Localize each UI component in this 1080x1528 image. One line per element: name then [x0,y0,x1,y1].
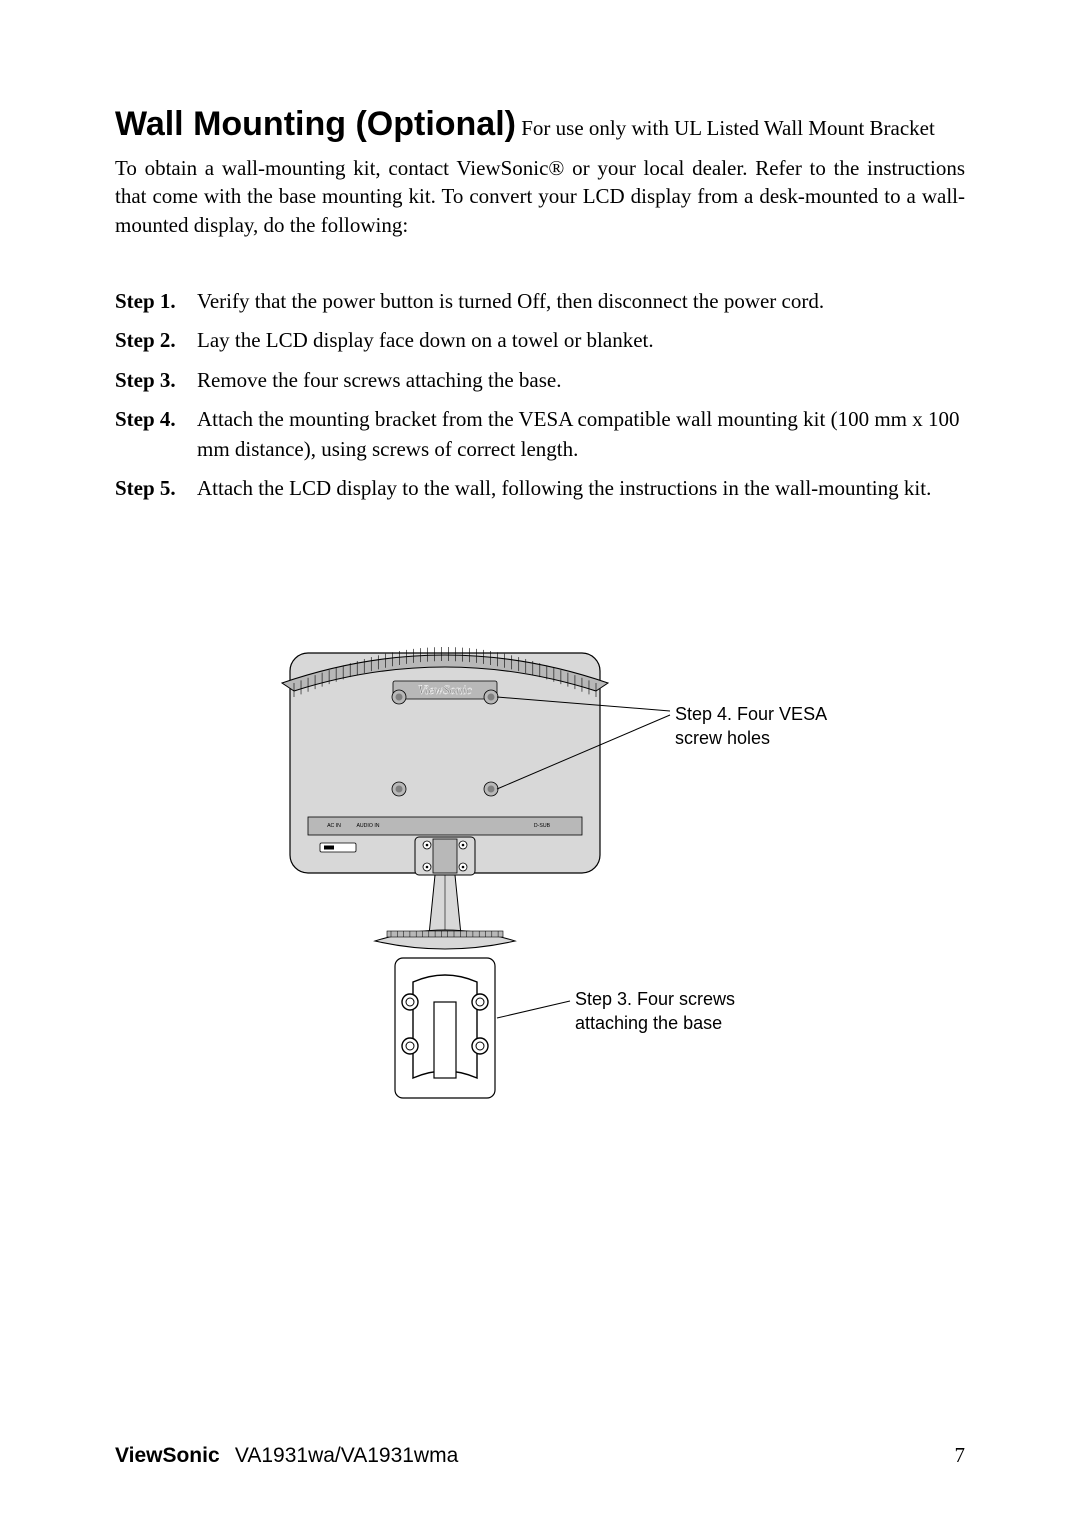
step-label: Step 4. [115,405,197,464]
step-item: Step 2. Lay the LCD display face down on… [115,326,965,355]
monitor-diagram-svg: ViewSonic AC IN AUDIO IN D-SUB [115,603,965,1143]
step-text: Verify that the power button is turned O… [197,287,965,316]
footer-model: VA1931wa/VA1931wma [235,1444,458,1467]
title-suffix: For use only with UL Listed Wall Mount B… [516,116,935,140]
step-item: Step 5. Attach the LCD display to the wa… [115,474,965,503]
step-item: Step 4. Attach the mounting bracket from… [115,405,965,464]
callout-line2: screw holes [675,728,770,748]
svg-text:AUDIO IN: AUDIO IN [356,823,379,829]
svg-text:D-SUB: D-SUB [534,823,551,829]
step-label: Step 1. [115,287,197,316]
callout-line1: Step 4. Four VESA [675,704,827,724]
diagram: ViewSonic AC IN AUDIO IN D-SUB Step 4. Four… [115,603,965,1143]
footer-left: ViewSonic VA1931wa/VA1931wma [115,1443,458,1468]
footer-page-number: 7 [955,1443,966,1468]
step-item: Step 3. Remove the four screws attaching… [115,366,965,395]
callout-line1: Step 3. Four screws [575,989,735,1009]
callout-line2: attaching the base [575,1013,722,1033]
step-text: Lay the LCD display face down on a towel… [197,326,965,355]
svg-text:AC IN: AC IN [327,823,341,829]
main-title: Wall Mounting (Optional) [115,105,516,143]
footer-brand: ViewSonic [115,1444,220,1467]
step-label: Step 3. [115,366,197,395]
intro-paragraph: To obtain a wall-mounting kit, contact V… [115,154,965,239]
page-heading: Wall Mounting (Optional) For use only wi… [115,105,965,144]
page-footer: ViewSonic VA1931wa/VA1931wma 7 [115,1443,965,1468]
callout-vesa: Step 4. Four VESA screw holes [675,703,827,750]
step-label: Step 5. [115,474,197,503]
steps-list: Step 1. Verify that the power button is … [115,287,965,503]
step-text: Remove the four screws attaching the bas… [197,366,965,395]
step-text: Attach the LCD display to the wall, foll… [197,474,965,503]
svg-text:ViewSonic: ViewSonic [418,682,472,697]
step-text: Attach the mounting bracket from the VES… [197,405,965,464]
document-page: Wall Mounting (Optional) For use only wi… [0,0,1080,1528]
callout-base: Step 3. Four screws attaching the base [575,988,735,1035]
step-label: Step 2. [115,326,197,355]
step-item: Step 1. Verify that the power button is … [115,287,965,316]
